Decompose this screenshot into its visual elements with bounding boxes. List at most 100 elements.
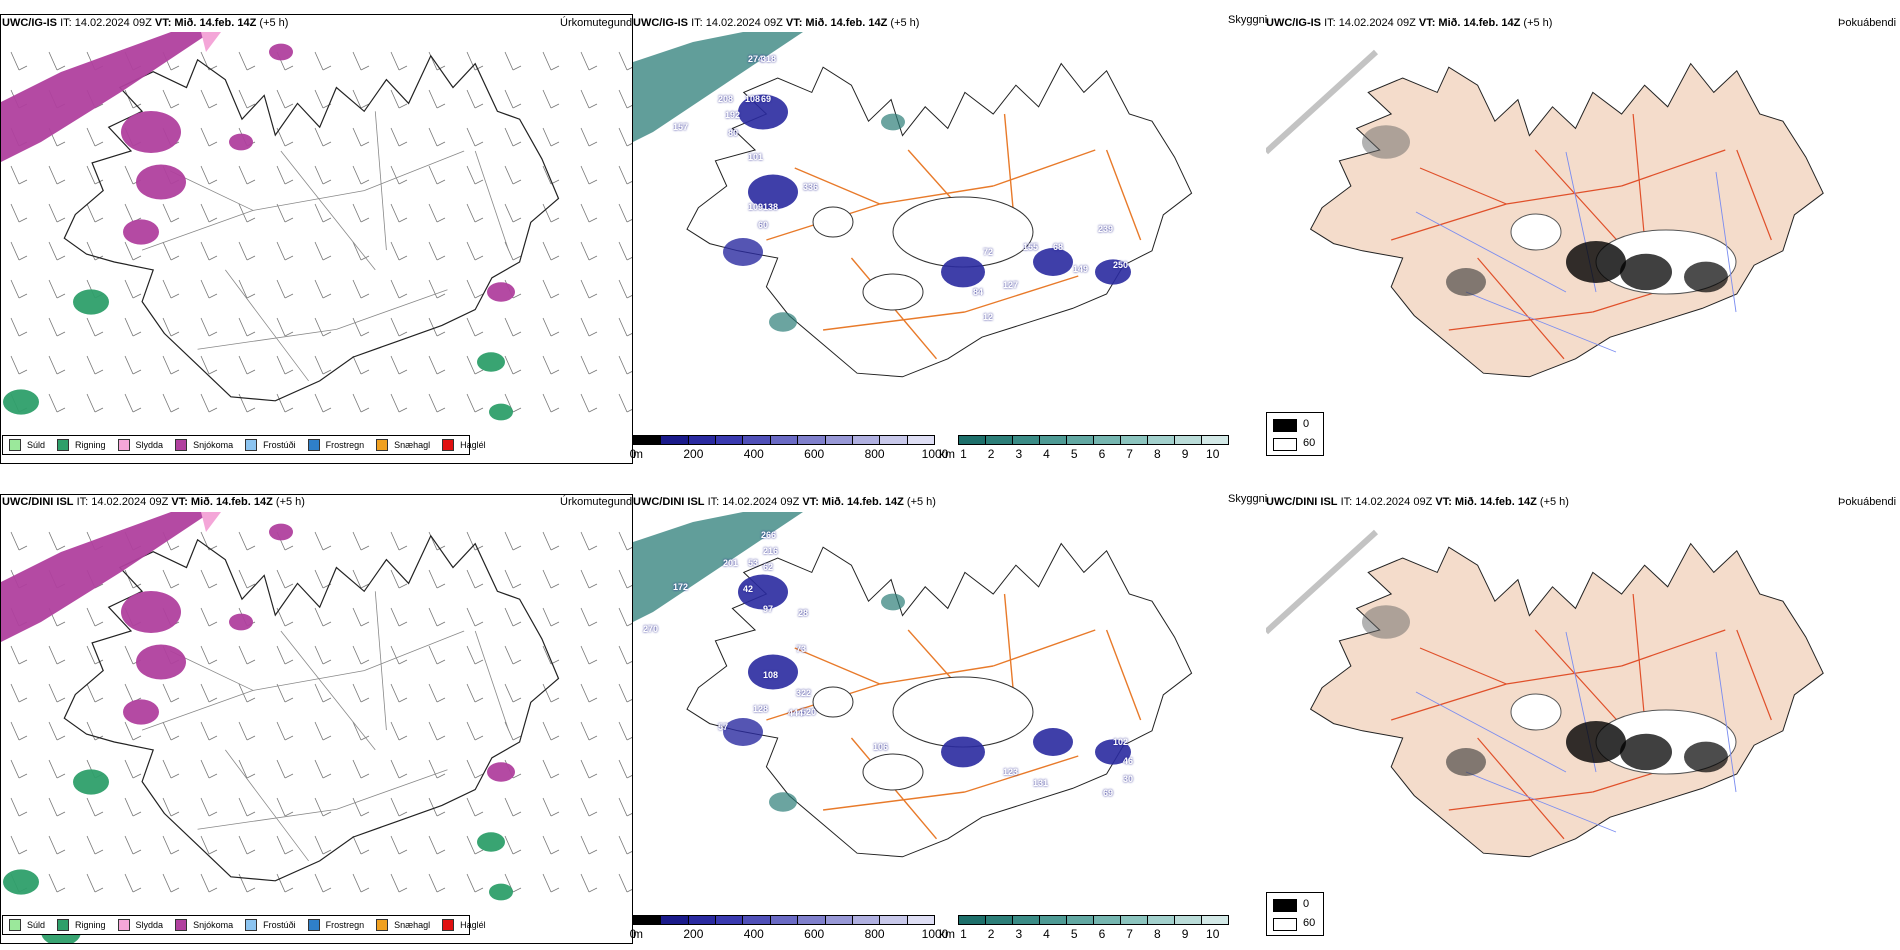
- wind-barb: [276, 683, 286, 703]
- wind-barb: [580, 569, 590, 589]
- field-blob: [881, 593, 905, 611]
- road-line: [1391, 683, 1507, 721]
- wind-barb: [276, 759, 286, 779]
- road-line: [374, 111, 387, 251]
- row2-precip-map[interactable]: [1, 512, 632, 943]
- wind-barb: [284, 407, 294, 413]
- wind-barb: [474, 293, 484, 299]
- wind-barb: [542, 127, 552, 147]
- wind-barb: [436, 621, 446, 627]
- wind-barb: [512, 255, 522, 261]
- wind-barb: [550, 697, 560, 703]
- wind-barb: [314, 797, 324, 817]
- wind-barb: [398, 773, 408, 779]
- wind-barb: [398, 103, 408, 109]
- colorbar-tick-label: 3: [1015, 927, 1023, 941]
- wind-barb: [512, 735, 522, 741]
- cloud-base-label: 102: [1113, 737, 1129, 747]
- row2-vis-unit: km: [939, 927, 955, 941]
- wind-barb: [18, 773, 28, 779]
- wind-barb: [86, 127, 96, 147]
- wind-barb: [436, 697, 446, 703]
- row1-cloud-unit: m: [633, 447, 643, 461]
- wind-barb: [626, 661, 632, 665]
- wind-barb: [170, 65, 180, 71]
- wind-barb: [238, 241, 248, 261]
- cloud-base-label: 30: [1123, 774, 1134, 784]
- row2-col1-title: Úrkomutegund: [560, 496, 633, 508]
- field-blob: [723, 238, 763, 266]
- wind-barb: [322, 735, 332, 741]
- wind-barb: [246, 735, 256, 741]
- wind-barb: [200, 797, 210, 817]
- legend-label: Frostregn: [325, 440, 365, 450]
- colorbar-cell: [852, 916, 881, 924]
- cloud-base-label: 216: [763, 546, 779, 556]
- legend-label: Súld: [27, 920, 46, 930]
- wind-barb: [246, 407, 256, 413]
- wind-barb: [314, 683, 324, 703]
- coastline: [63, 54, 560, 402]
- wind-barb: [200, 607, 210, 627]
- legend-item-5: Frostregn: [307, 439, 365, 451]
- wind-barb: [390, 279, 400, 299]
- river-line: [1465, 291, 1617, 353]
- wind-barb: [18, 697, 28, 703]
- wind-barb: [170, 217, 180, 223]
- colorbar-cell: [959, 436, 986, 444]
- wind-barb: [124, 645, 134, 665]
- wind-barb: [428, 645, 438, 665]
- row1-precip-map[interactable]: [1, 32, 632, 463]
- wind-barb: [626, 547, 632, 551]
- wind-barb: [398, 887, 408, 893]
- wind-barb: [466, 569, 476, 589]
- road-line: [280, 150, 376, 271]
- legend-swatch: [175, 439, 188, 451]
- wind-barb: [10, 645, 20, 665]
- wind-barb: [512, 811, 522, 817]
- legend-item-0: Súld: [9, 919, 45, 931]
- wind-barb: [398, 811, 408, 817]
- wind-barb: [238, 721, 248, 741]
- fog-indicator-map: [1266, 49, 1824, 378]
- field-blob: [136, 164, 186, 200]
- wind-barb: [170, 697, 180, 703]
- cloud-base-label: 520: [801, 707, 817, 717]
- field-blob: [73, 769, 109, 795]
- wind-barb: [48, 241, 58, 261]
- row1-vis-map[interactable]: 274 318 208 108 69 192 80 157 101 336 109 138 60 72 12…: [633, 32, 1263, 432]
- wind-barb: [276, 797, 286, 817]
- row1-fog-map[interactable]: [1266, 32, 1866, 432]
- wind-barb: [512, 103, 522, 109]
- wind-barb: [588, 849, 598, 855]
- wind-barb: [466, 531, 476, 551]
- row2-vis-map[interactable]: 266 216 201 53 62 172 42 97 270 28 73 108 322 520 128 4…: [633, 512, 1263, 912]
- wind-barb: [246, 293, 256, 299]
- wind-barb: [436, 773, 446, 779]
- wind-barb: [284, 141, 294, 147]
- wind-barb: [18, 849, 28, 855]
- field-blob: [1446, 268, 1486, 296]
- wind-barb: [18, 293, 28, 299]
- wind-barb: [504, 165, 514, 185]
- wind-barb: [390, 683, 400, 703]
- wind-barb: [398, 141, 408, 147]
- wind-barb: [390, 165, 400, 185]
- wind-barb: [284, 697, 294, 703]
- colorbar-tick-label: 3: [1015, 447, 1023, 461]
- wind-barb: [360, 369, 370, 375]
- wind-barb: [474, 697, 484, 703]
- colorbar-cell: [1202, 436, 1228, 444]
- wind-barb: [200, 873, 210, 893]
- field-blob: [477, 352, 505, 372]
- cloud-base-label: 97: [763, 604, 774, 614]
- field-blob: [477, 832, 505, 852]
- wind-barb: [550, 255, 560, 261]
- road-line: [1477, 737, 1565, 840]
- wind-barb: [18, 65, 28, 71]
- wind-barb: [626, 623, 632, 627]
- legend-swatch: [245, 919, 258, 931]
- row2-fog-map[interactable]: [1266, 512, 1866, 912]
- wind-barb: [504, 721, 514, 741]
- wind-barb: [398, 179, 408, 185]
